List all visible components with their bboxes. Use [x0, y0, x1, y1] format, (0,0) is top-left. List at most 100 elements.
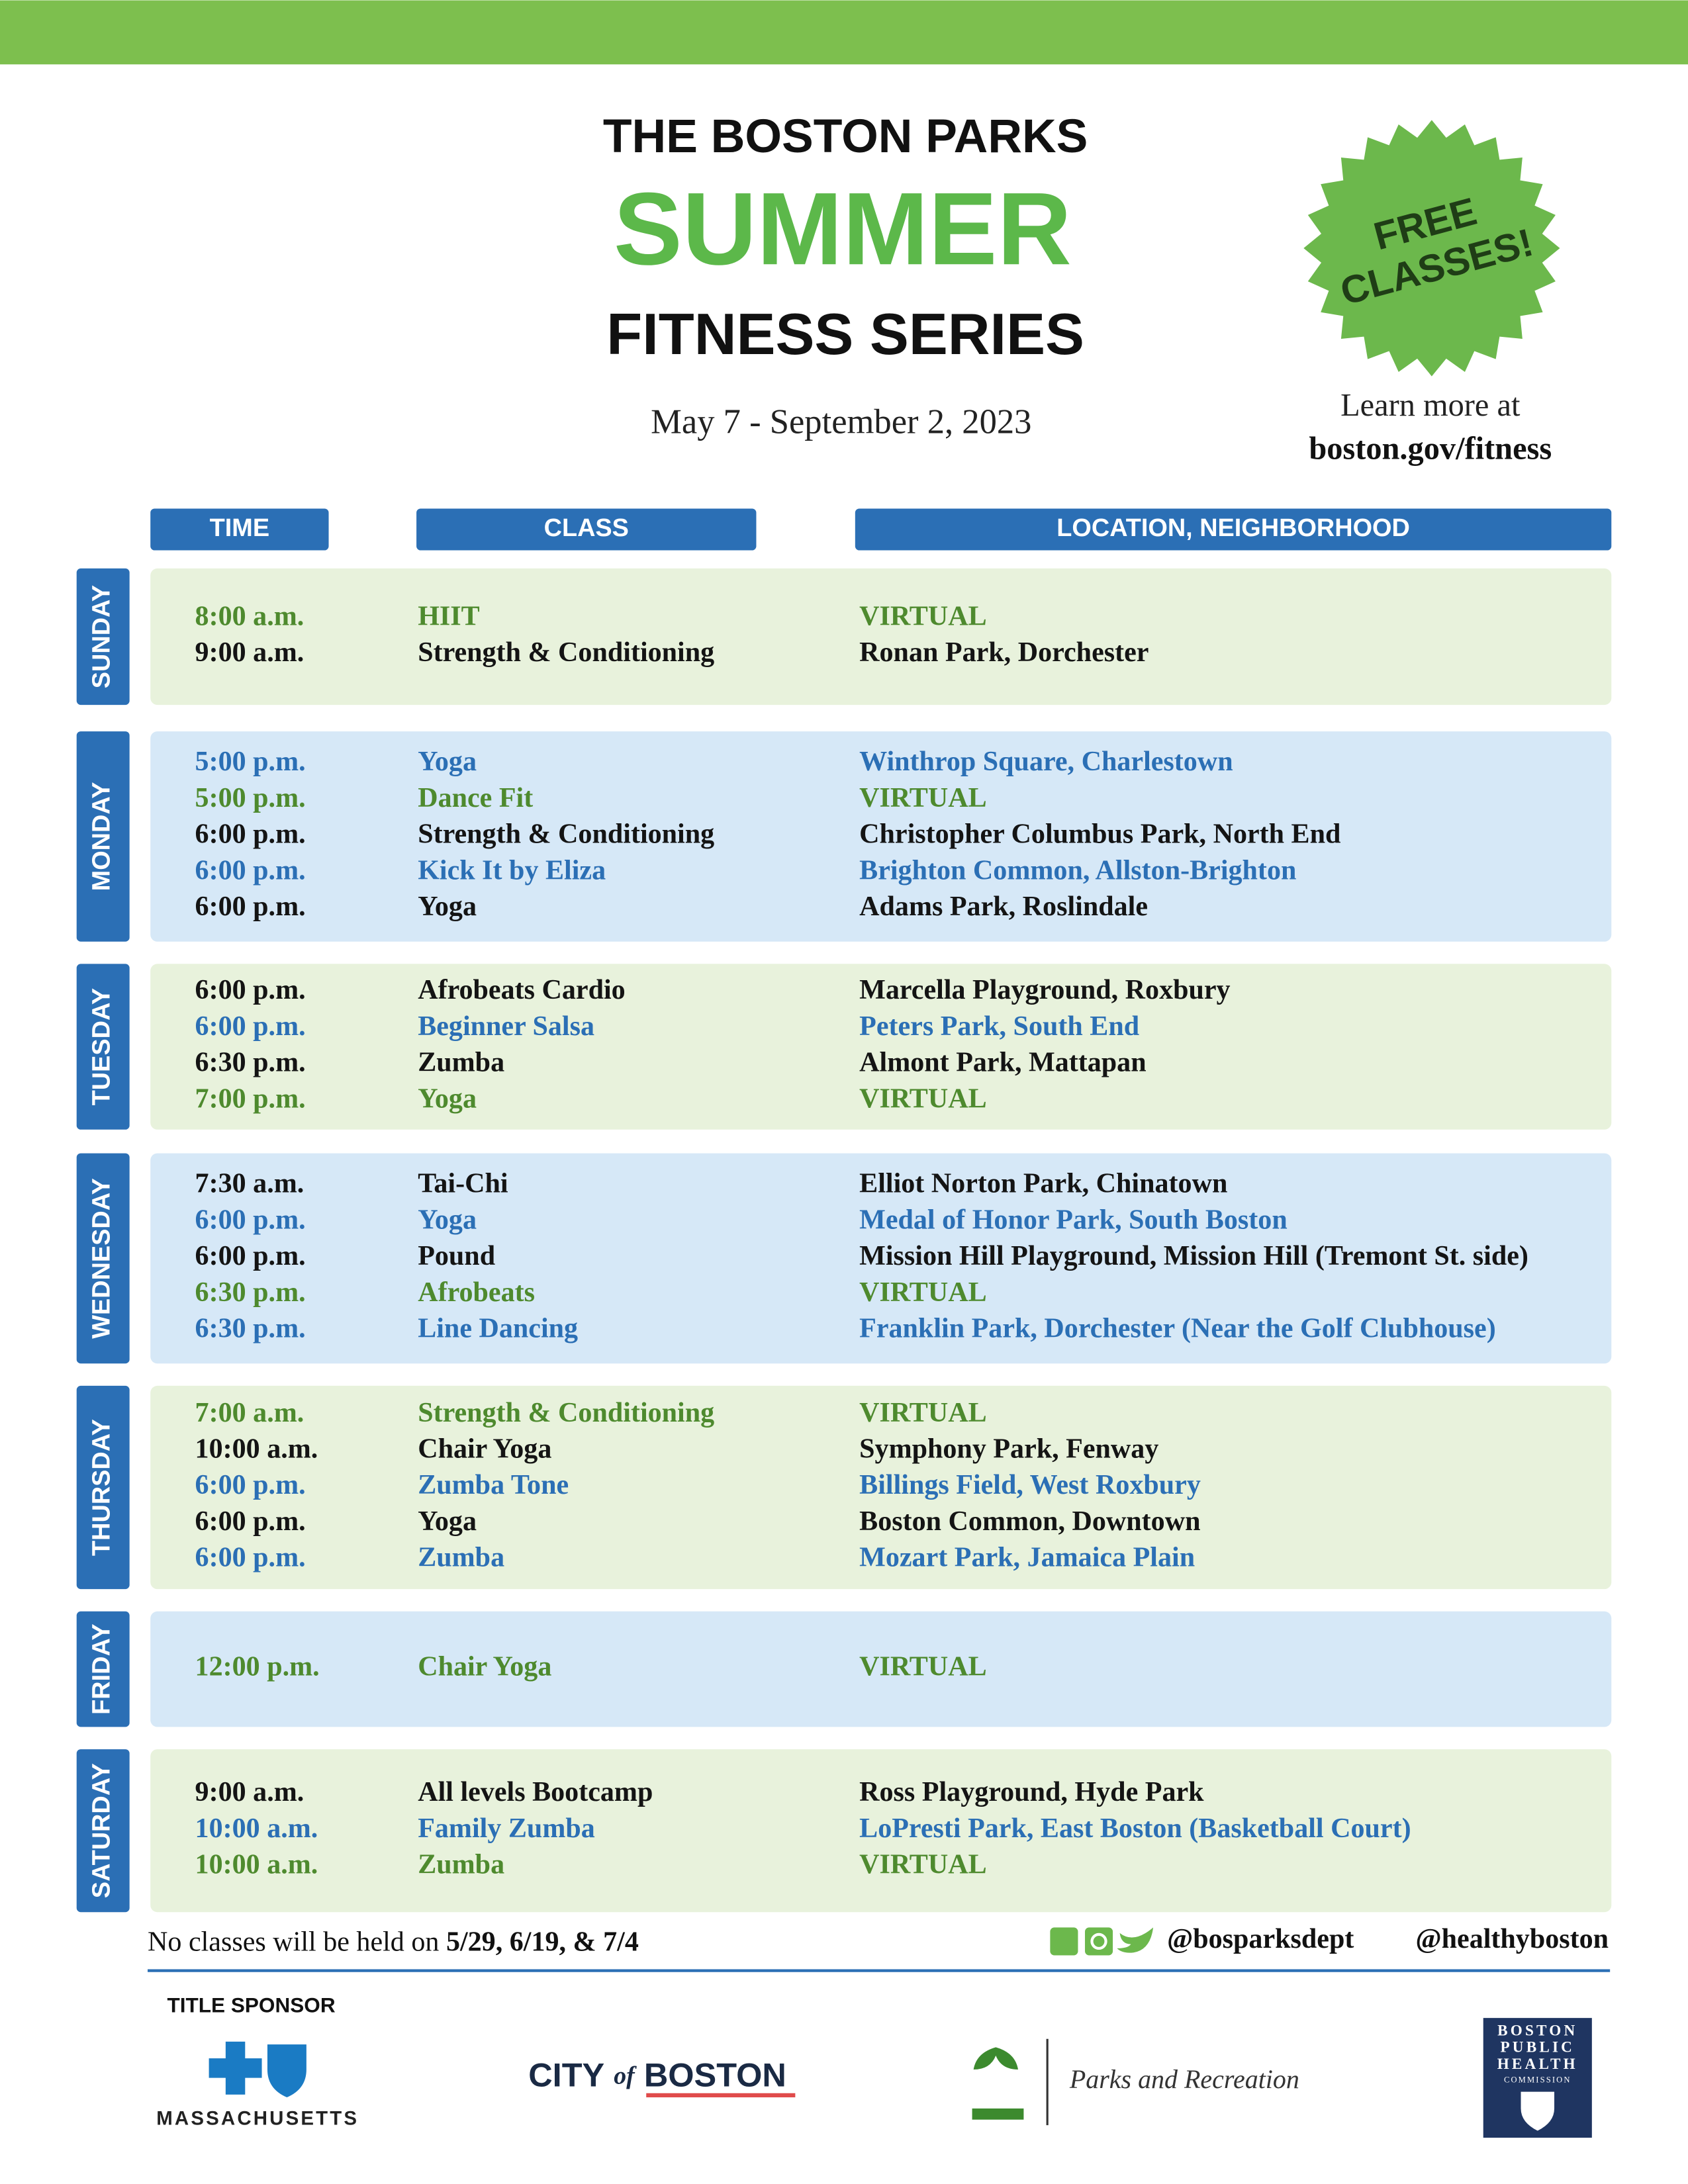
cell-class: Dance Fit — [418, 783, 533, 813]
cell-location: Elliot Norton Park, Chinatown — [859, 1169, 1227, 1199]
cell-time: 7:00 p.m. — [195, 1083, 306, 1114]
city-boston: BOSTON — [644, 2056, 786, 2094]
bcbs-text: MASSACHUSETTS — [156, 2108, 359, 2130]
dates: May 7 - September 2, 2023 — [651, 402, 1031, 441]
cell-time: 6:00 p.m. — [195, 1241, 306, 1271]
cell-class: Beginner Salsa — [418, 1011, 594, 1042]
cell-time: 10:00 a.m. — [195, 1850, 318, 1880]
day-label — [76, 1153, 130, 1364]
column-header — [416, 508, 757, 551]
cell-class: All levels Bootcamp — [418, 1777, 653, 1807]
day-label-text: WEDNESDAY — [88, 1178, 116, 1339]
cell-time: 6:00 p.m. — [195, 855, 306, 886]
cell-class: Yoga — [418, 1506, 477, 1537]
city-underline — [646, 2093, 796, 2098]
note: No classes will be held on 5/29, 6/19, &… — [148, 1927, 639, 1957]
cell-time: 6:00 p.m. — [195, 1470, 306, 1500]
cell-time: 6:00 p.m. — [195, 1506, 306, 1537]
cell-location: Winthrop Square, Charlestown — [859, 747, 1233, 777]
cell-location: VIRTUAL — [859, 1850, 987, 1880]
day-label-text: THURSDAY — [88, 1419, 116, 1556]
cell-class: Yoga — [418, 747, 477, 777]
day-label — [76, 568, 130, 705]
schedule: TIME CLASS LOCATION, NEIGHBORHOOD SUNDAY 8:0… — [76, 508, 1612, 1913]
city-of: of — [614, 2062, 637, 2089]
cell-class: Strength & Conditioning — [418, 637, 714, 668]
cell-class: Pound — [418, 1241, 495, 1271]
day-row — [150, 568, 1612, 705]
cell-location: Mozart Park, Jamaica Plain — [859, 1543, 1195, 1573]
cell-location: Almont Park, Mattapan — [859, 1048, 1146, 1078]
cell-location: Adams Park, Roslindale — [859, 891, 1148, 922]
learn-more: Learn more at — [1340, 388, 1521, 423]
parks-text: Parks and Recreation — [1069, 2064, 1299, 2094]
cell-time: 8:00 a.m. — [195, 601, 305, 631]
city-logo: CITY of BOSTON — [528, 2056, 786, 2094]
url: boston.gov/fitness — [1309, 431, 1552, 466]
cell-class: Yoga — [418, 1083, 477, 1114]
day-row — [150, 1153, 1612, 1364]
day-label-text: FRIDAY — [88, 1623, 116, 1714]
cell-class: Strength & Conditioning — [418, 819, 714, 850]
cell-location: VIRTUAL — [859, 783, 987, 813]
bcbs-shield — [267, 2044, 306, 2098]
day-row — [150, 1611, 1612, 1727]
cell-class: HIIT — [418, 601, 480, 631]
cell-time: 9:00 a.m. — [195, 1777, 305, 1807]
cell-location: Christopher Columbus Park, North End — [859, 819, 1340, 850]
day-label-text: SATURDAY — [88, 1763, 116, 1898]
cell-time: 12:00 p.m. — [195, 1652, 320, 1682]
cell-location: Brighton Common, Allston-Brighton — [859, 855, 1296, 886]
cell-location: VIRTUAL — [859, 601, 987, 631]
day-row — [150, 964, 1612, 1130]
bcbs-cross — [209, 2041, 262, 2095]
day-row — [150, 1385, 1612, 1590]
twitter-icon — [1117, 1927, 1154, 1953]
cell-location: Billings Field, West Roxbury — [859, 1470, 1201, 1500]
cell-location: LoPresti Park, East Boston (Basketball C… — [859, 1813, 1411, 1844]
cell-time: 10:00 a.m. — [195, 1433, 318, 1464]
cell-location: Ross Playground, Hyde Park — [859, 1777, 1204, 1807]
column-header — [855, 508, 1612, 551]
bphc-text: PUBLIC — [1500, 2039, 1575, 2056]
cell-class: Kick It by Eliza — [418, 855, 606, 886]
cell-time: 9:00 a.m. — [195, 637, 305, 668]
column-header-text: TIME — [210, 514, 269, 542]
cell-time: 6:30 p.m. — [195, 1048, 306, 1078]
cell-time: 6:00 p.m. — [195, 891, 306, 922]
cell-time: 6:30 p.m. — [195, 1313, 306, 1343]
cell-location: Franklin Park, Dorchester (Near the Golf… — [859, 1313, 1496, 1343]
cell-class: Tai-Chi — [418, 1169, 508, 1199]
day-label-text: SUNDAY — [88, 585, 116, 688]
badge — [1303, 120, 1560, 377]
bphc-shield — [1521, 2091, 1555, 2131]
day-label — [76, 731, 130, 942]
cell-class: Afrobeats Cardio — [418, 975, 626, 1005]
cell-location: Mission Hill Playground, Mission Hill (T… — [859, 1241, 1528, 1271]
cell-time: 6:00 p.m. — [195, 975, 306, 1005]
bphc-text: HEALTH — [1497, 2056, 1578, 2073]
cell-class: Chair Yoga — [418, 1652, 551, 1682]
column-header — [150, 508, 329, 551]
column-header-text: LOCATION, NEIGHBORHOOD — [1056, 514, 1410, 542]
cell-location: VIRTUAL — [859, 1277, 987, 1308]
city-text: CITY — [528, 2056, 604, 2094]
facebook-icon — [1050, 1927, 1078, 1956]
cell-time: 6:00 p.m. — [195, 1543, 306, 1573]
parks-base — [972, 2108, 1024, 2120]
cell-class: Yoga — [418, 891, 477, 922]
cell-class: Zumba — [418, 1048, 504, 1078]
day-label — [76, 1611, 130, 1727]
top-bar — [0, 0, 1688, 65]
cell-time: 6:30 p.m. — [195, 1277, 306, 1308]
note-dates: 5/29, 6/19, & 7/4 — [446, 1927, 639, 1957]
instagram-icon — [1090, 1933, 1107, 1950]
note-text: No classes will be held on — [148, 1927, 439, 1957]
cell-class: Line Dancing — [418, 1313, 578, 1343]
instagram-icon — [1084, 1927, 1113, 1956]
cell-location: Medal of Honor Park, South Boston — [859, 1205, 1288, 1235]
cell-location: VIRTUAL — [859, 1398, 987, 1428]
cell-time: 7:30 a.m. — [195, 1169, 305, 1199]
day-label-text: MONDAY — [88, 782, 116, 891]
